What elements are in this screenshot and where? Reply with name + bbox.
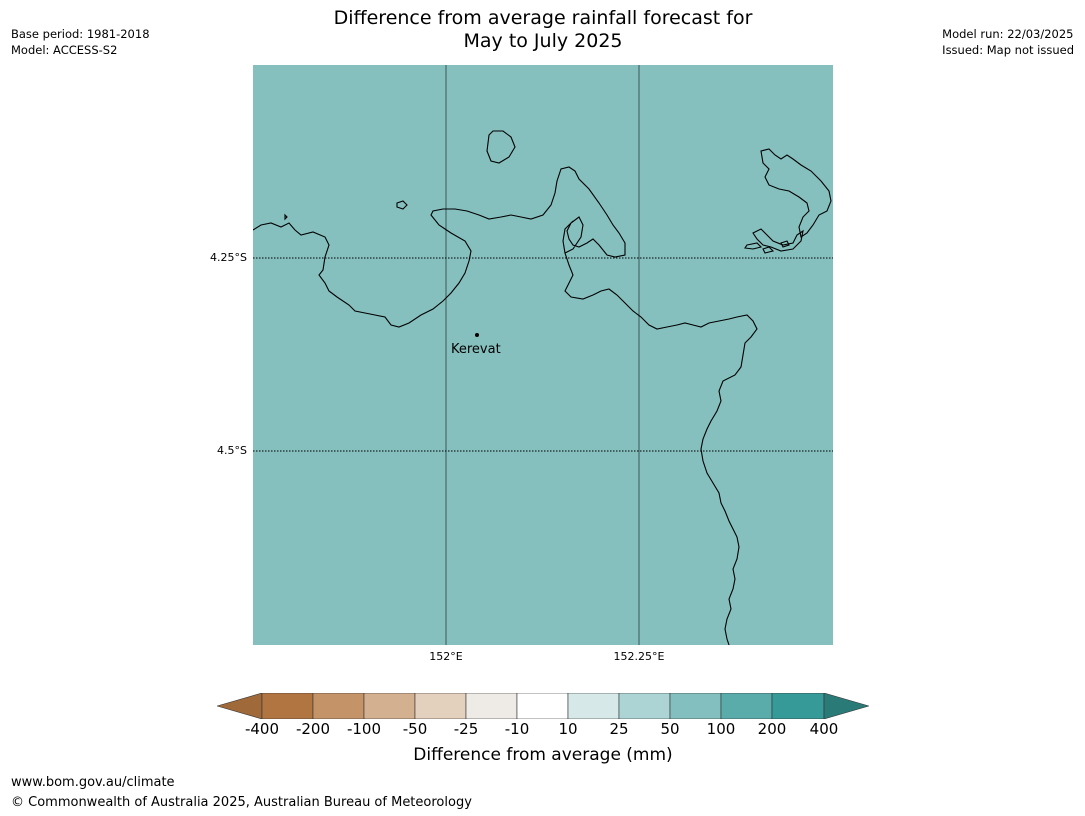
issued-text: Issued: Map not issued — [942, 43, 1074, 57]
footer-copyright: © Commonwealth of Australia 2025, Austra… — [11, 795, 472, 810]
colorbar-bin-6 — [516, 693, 569, 719]
base-period-text: Base period: 1981-2018 — [11, 27, 150, 41]
colorbar-tick: -100 — [346, 720, 382, 738]
map-panel — [253, 65, 833, 645]
colorbar-tick: 200 — [757, 720, 787, 738]
colorbar-bin-9 — [669, 693, 722, 719]
colorbar-tick: -200 — [295, 720, 331, 738]
coastline — [253, 130, 832, 645]
colorbar-label: Difference from average (mm) — [413, 745, 673, 765]
colorbar-bin-3 — [363, 693, 416, 719]
colorbar-bin-5 — [465, 693, 518, 719]
colorbar-tick: 400 — [809, 720, 839, 738]
colorbar-tick: -50 — [402, 720, 428, 738]
colorbar-extend-high — [823, 693, 869, 719]
colorbar-tick: 100 — [706, 720, 736, 738]
colorbar-bin-8 — [618, 693, 671, 719]
meta-left: Base period: 1981-2018 Model: ACCESS-S2 — [11, 26, 150, 58]
colorbar-tick: 25 — [609, 720, 629, 738]
colorbar-extend-low — [217, 693, 263, 719]
lat-label-4-5: 4.5°S — [217, 444, 247, 457]
lon-label-152: 152°E — [429, 650, 463, 663]
map-title: Difference from average rainfall forecas… — [253, 7, 833, 53]
footer-url: www.bom.gov.au/climate — [11, 775, 175, 790]
lon-label-152-25: 152.25°E — [613, 650, 665, 663]
colorbar-bin-11 — [771, 693, 825, 719]
colorbar-bin-4 — [414, 693, 467, 719]
map-svg — [253, 65, 833, 645]
colorbar — [217, 693, 869, 719]
meta-right: Model run: 22/03/2025 Issued: Map not is… — [942, 26, 1074, 58]
lat-label-4-25: 4.25°S — [210, 251, 247, 264]
colorbar-bin-10 — [720, 693, 773, 719]
colorbar-tick: -400 — [244, 720, 280, 738]
colorbar-bin-1 — [261, 693, 314, 719]
colorbar-bin-7 — [567, 693, 620, 719]
title-line-2: May to July 2025 — [463, 30, 623, 52]
place-label-kerevat: Kerevat — [451, 342, 501, 357]
model-run-text: Model run: 22/03/2025 — [942, 27, 1074, 41]
map-fill — [253, 65, 833, 645]
colorbar-tick: -25 — [453, 720, 479, 738]
model-text: Model: ACCESS-S2 — [11, 43, 118, 57]
colorbar-tick: -10 — [504, 720, 530, 738]
title-line-1: Difference from average rainfall forecas… — [333, 7, 753, 29]
kerevat-marker — [475, 333, 479, 337]
colorbar-tick: 50 — [660, 720, 680, 738]
colorbar-bin-2 — [312, 693, 365, 719]
colorbar-tick: 10 — [558, 720, 578, 738]
